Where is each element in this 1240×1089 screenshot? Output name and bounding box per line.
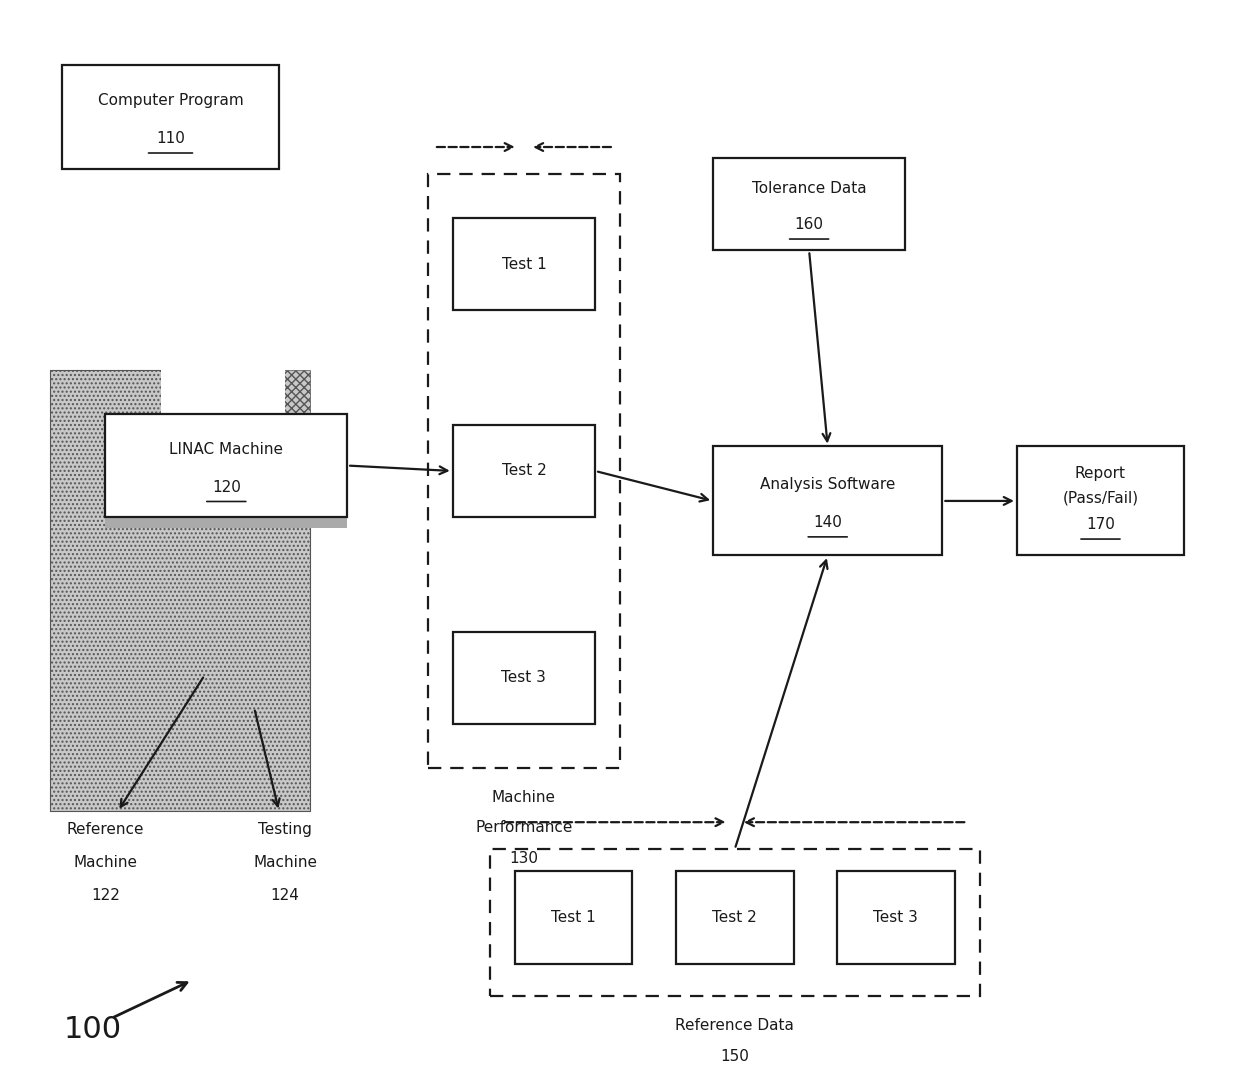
Text: Reference: Reference (67, 822, 144, 837)
Bar (453, 218, 595, 310)
Bar (837, 871, 955, 964)
Bar (428, 174, 620, 768)
Text: 122: 122 (91, 888, 120, 903)
Text: Test 2: Test 2 (501, 464, 547, 478)
Bar (515, 871, 632, 964)
Text: 110: 110 (156, 132, 185, 146)
Text: LINAC Machine: LINAC Machine (170, 442, 283, 456)
Text: Tolerance Data: Tolerance Data (751, 182, 867, 196)
Bar (490, 849, 980, 996)
Bar (713, 158, 905, 250)
Text: Machine: Machine (73, 855, 138, 870)
Text: Test 3: Test 3 (873, 910, 919, 925)
Text: 140: 140 (813, 515, 842, 530)
Polygon shape (50, 370, 310, 811)
Text: Test 1: Test 1 (551, 910, 596, 925)
Text: Machine: Machine (492, 790, 556, 805)
Text: Computer Program: Computer Program (98, 94, 243, 108)
Text: Testing: Testing (258, 822, 312, 837)
Text: 170: 170 (1086, 517, 1115, 533)
Bar (50, 370, 310, 811)
Text: Test 3: Test 3 (501, 671, 547, 685)
Text: Test 2: Test 2 (712, 910, 758, 925)
Text: Report: Report (1075, 466, 1126, 481)
Bar (676, 871, 794, 964)
Text: 150: 150 (720, 1049, 749, 1064)
Text: 100: 100 (64, 1015, 122, 1043)
Text: 130: 130 (510, 851, 538, 866)
Bar (62, 65, 279, 169)
Bar (161, 370, 285, 463)
Bar (713, 446, 942, 555)
Text: Machine: Machine (253, 855, 317, 870)
Bar (105, 414, 347, 517)
Text: 160: 160 (795, 218, 823, 232)
Text: Reference Data: Reference Data (676, 1018, 794, 1033)
Bar (453, 632, 595, 724)
Bar (1017, 446, 1184, 555)
Text: Performance: Performance (475, 820, 573, 835)
Bar (453, 425, 595, 517)
Text: Analysis Software: Analysis Software (760, 477, 895, 492)
Text: Test 1: Test 1 (501, 257, 547, 271)
Text: 120: 120 (212, 480, 241, 494)
Text: (Pass/Fail): (Pass/Fail) (1063, 490, 1138, 505)
Bar (50, 370, 310, 811)
Text: 124: 124 (270, 888, 300, 903)
Bar (105, 501, 347, 528)
